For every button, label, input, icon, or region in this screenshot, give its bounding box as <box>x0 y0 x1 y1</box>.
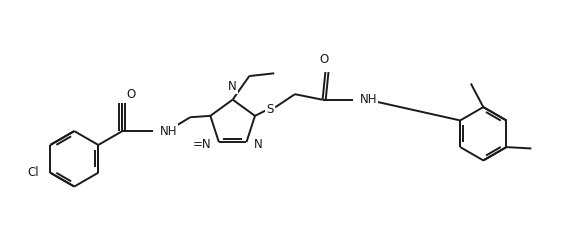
Text: N: N <box>228 80 237 93</box>
Text: Cl: Cl <box>27 166 39 179</box>
Text: O: O <box>126 88 136 101</box>
Text: NH: NH <box>160 125 177 138</box>
Text: N: N <box>254 138 263 151</box>
Text: NH: NH <box>359 93 377 106</box>
Text: S: S <box>266 103 273 116</box>
Text: =N: =N <box>193 138 212 151</box>
Text: O: O <box>320 53 329 66</box>
